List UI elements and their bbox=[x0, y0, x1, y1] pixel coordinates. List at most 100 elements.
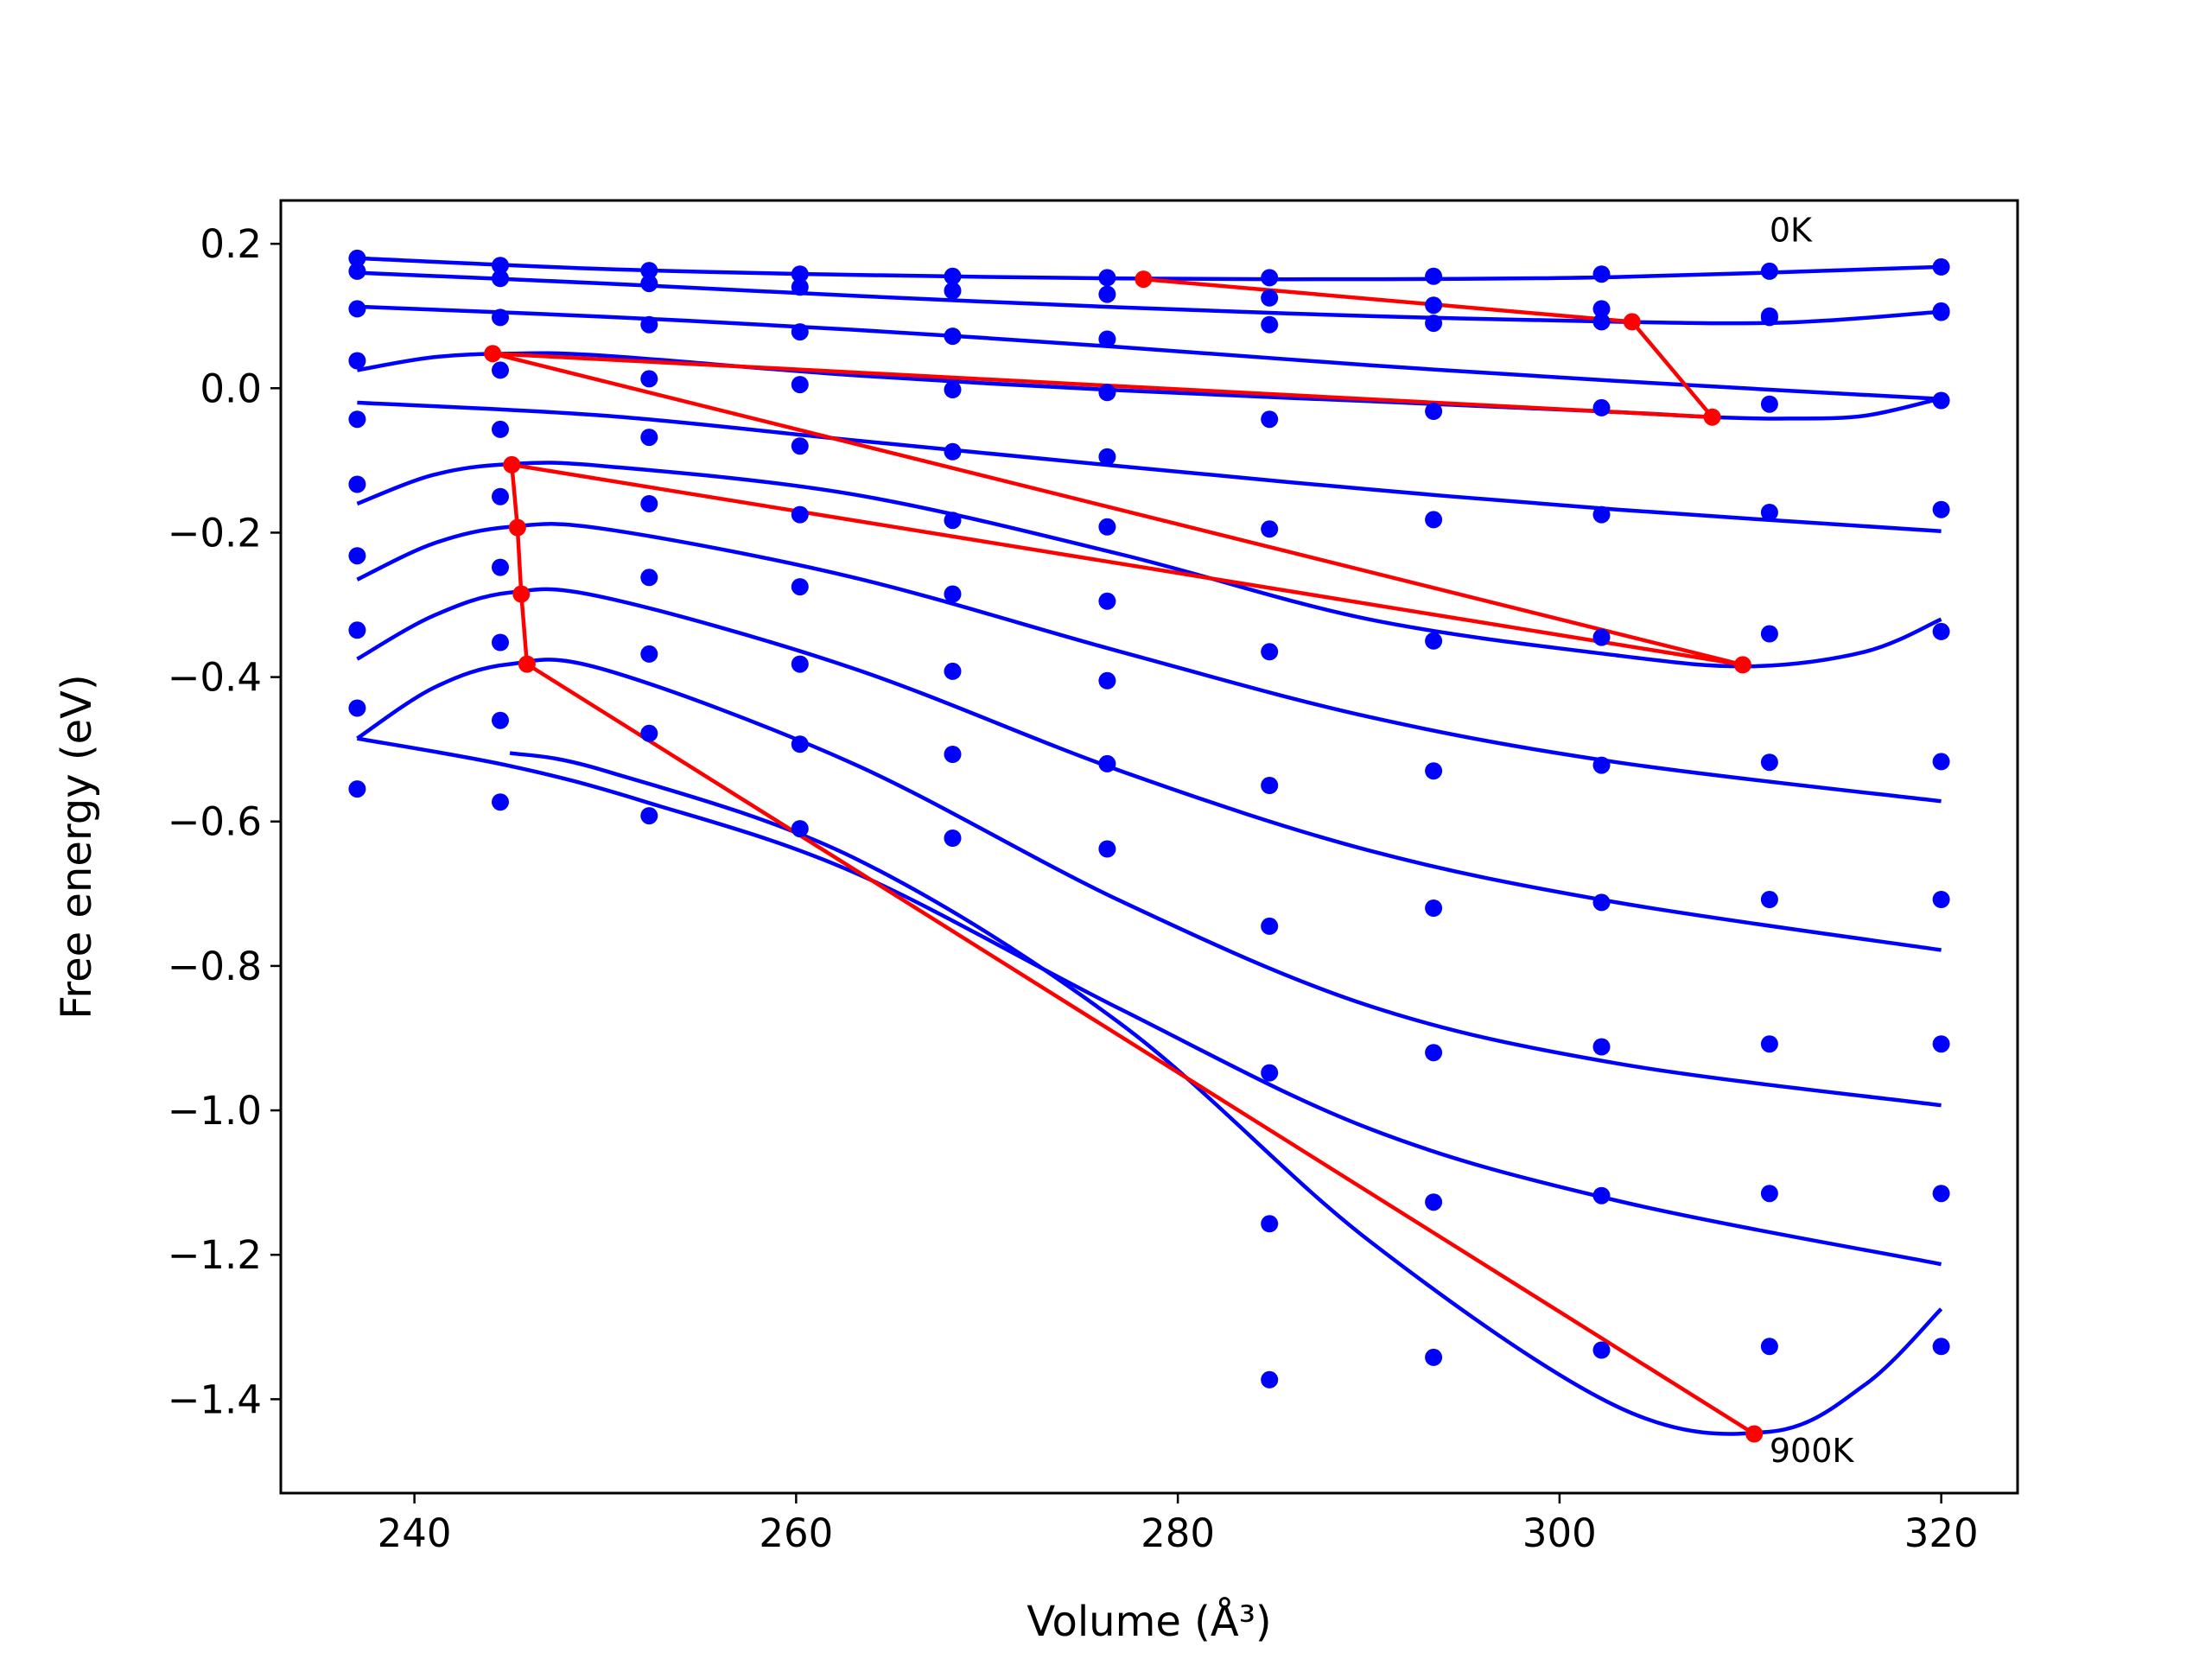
data-point bbox=[640, 807, 658, 825]
plot-frame bbox=[279, 199, 2019, 1495]
data-point bbox=[1932, 622, 1950, 640]
minimum-point bbox=[1745, 1425, 1764, 1443]
data-point bbox=[348, 547, 366, 565]
data-point bbox=[640, 429, 658, 447]
data-point bbox=[1098, 518, 1116, 536]
data-point bbox=[791, 323, 809, 341]
data-point bbox=[348, 249, 366, 267]
data-point bbox=[640, 569, 658, 587]
y-axis-title: Free energy (eV) bbox=[53, 674, 101, 1019]
data-point bbox=[1592, 893, 1611, 912]
minimum-point bbox=[1703, 408, 1721, 426]
data-point bbox=[791, 578, 809, 596]
data-point bbox=[1592, 1341, 1611, 1359]
data-point bbox=[1098, 671, 1116, 690]
data-point bbox=[944, 267, 962, 285]
data-point bbox=[1261, 1370, 1279, 1389]
data-point bbox=[1760, 262, 1778, 280]
x-axis-ticks: 240 260 280 300 320 bbox=[378, 1493, 1979, 1556]
data-point bbox=[348, 410, 366, 429]
data-point bbox=[944, 746, 962, 763]
data-point bbox=[1425, 511, 1443, 529]
data-point bbox=[1425, 1044, 1443, 1062]
data-point bbox=[1098, 754, 1116, 772]
data-point bbox=[492, 420, 509, 438]
data-point bbox=[944, 830, 962, 847]
y-tick-label: −1.0 bbox=[168, 1088, 262, 1134]
data-point bbox=[640, 275, 658, 293]
data-point bbox=[791, 437, 809, 455]
data-point bbox=[791, 505, 809, 524]
data-point bbox=[1592, 300, 1611, 318]
data-point bbox=[1261, 289, 1279, 307]
y-tick-label: 0.2 bbox=[200, 221, 262, 267]
data-point bbox=[1932, 391, 1950, 410]
data-point bbox=[1098, 285, 1116, 303]
y-tick-label: −0.6 bbox=[168, 799, 262, 845]
data-point bbox=[348, 699, 366, 717]
data-point bbox=[1425, 403, 1443, 420]
data-point bbox=[791, 376, 809, 394]
data-point bbox=[492, 257, 509, 275]
fit-curve-1 bbox=[357, 270, 1942, 326]
data-point bbox=[1261, 410, 1279, 429]
data-point bbox=[1261, 643, 1279, 661]
data-point bbox=[348, 352, 366, 370]
data-point bbox=[944, 442, 962, 461]
data-point bbox=[1932, 1185, 1950, 1203]
data-point bbox=[348, 780, 366, 798]
data-point bbox=[1760, 891, 1778, 908]
data-point bbox=[1760, 308, 1778, 327]
data-point bbox=[1592, 1186, 1611, 1205]
y-tick-label: −1.2 bbox=[168, 1232, 262, 1278]
data-point bbox=[1098, 384, 1116, 402]
fit-curve-8 bbox=[356, 658, 1942, 1108]
data-point bbox=[1932, 1338, 1950, 1356]
data-point bbox=[1592, 398, 1611, 416]
minimum-point bbox=[1135, 270, 1153, 289]
data-point bbox=[492, 361, 509, 379]
data-point bbox=[1592, 628, 1611, 646]
data-point bbox=[1760, 1338, 1778, 1356]
data-point bbox=[1261, 520, 1279, 538]
data-point bbox=[1760, 504, 1778, 521]
data-point bbox=[1592, 313, 1611, 331]
data-point bbox=[492, 270, 509, 288]
data-point bbox=[1261, 1215, 1279, 1233]
data-point bbox=[1425, 1348, 1443, 1366]
data-point bbox=[1425, 899, 1443, 917]
annotation-label: 900K bbox=[1770, 1432, 1855, 1470]
minima-path bbox=[484, 270, 1764, 1443]
fit-curve-6 bbox=[356, 522, 1942, 804]
data-point bbox=[348, 262, 366, 280]
fit-curves bbox=[356, 256, 1943, 1436]
x-tick-label: 280 bbox=[1141, 1510, 1215, 1556]
data-point bbox=[640, 315, 658, 334]
data-point bbox=[1932, 257, 1950, 276]
y-tick-label: −1.4 bbox=[168, 1376, 262, 1422]
y-tick-label: −0.4 bbox=[168, 655, 262, 701]
data-point bbox=[492, 793, 509, 811]
y-tick-label: 0.0 bbox=[200, 365, 262, 411]
data-point bbox=[640, 262, 658, 280]
data-point bbox=[492, 487, 509, 505]
minimum-point bbox=[503, 455, 521, 474]
x-tick-label: 300 bbox=[1522, 1510, 1597, 1556]
data-point bbox=[492, 558, 509, 576]
data-point bbox=[640, 645, 658, 663]
data-point bbox=[1098, 330, 1116, 348]
data-point bbox=[1098, 592, 1116, 610]
data-point bbox=[944, 662, 962, 680]
data-point bbox=[791, 735, 809, 753]
data-point bbox=[944, 282, 962, 300]
minimum-point bbox=[512, 585, 531, 603]
data-point bbox=[1760, 1185, 1778, 1203]
data-point bbox=[1098, 269, 1116, 287]
data-point bbox=[944, 512, 962, 530]
fit-curve-4 bbox=[357, 400, 1942, 534]
x-axis-title: Volume (Å³) bbox=[1027, 1597, 1271, 1646]
data-point bbox=[1592, 265, 1611, 283]
data-point bbox=[1261, 269, 1279, 287]
data-point bbox=[640, 495, 658, 512]
